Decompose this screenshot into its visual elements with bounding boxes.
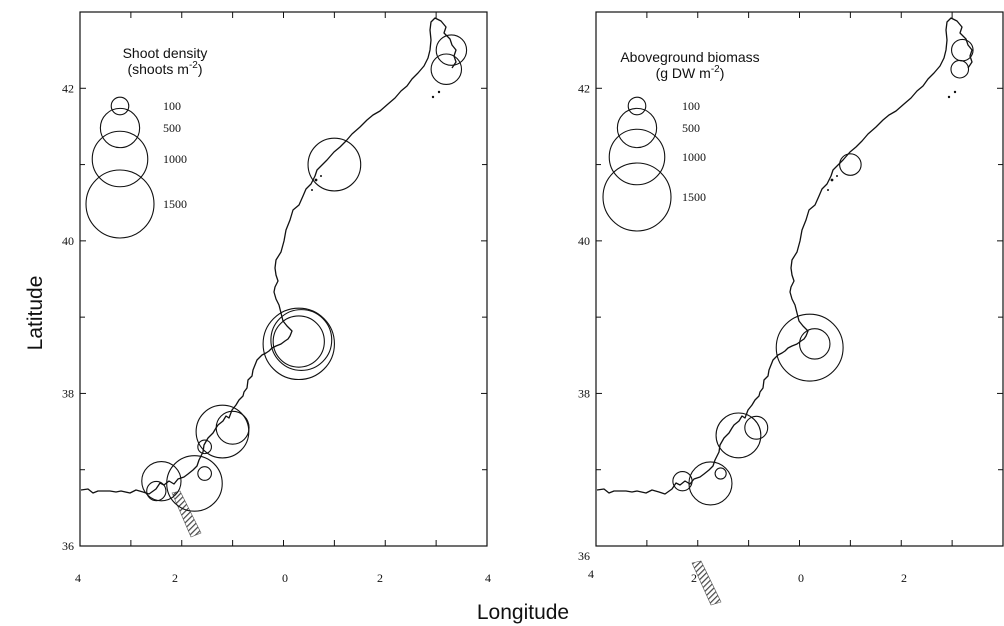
data-marker — [307, 137, 362, 192]
axis-ticks — [79, 11, 488, 547]
x-tick-label: 4 — [485, 571, 491, 585]
panel-frame — [79, 11, 488, 547]
data-marker — [714, 467, 727, 480]
legend-title-line1: Shoot density — [123, 45, 208, 61]
legend-title-sup: -2 — [189, 60, 198, 71]
x-tick-label: 2 — [691, 571, 697, 585]
data-marker — [775, 313, 844, 382]
data-marker — [839, 153, 862, 176]
data-marker — [270, 309, 333, 371]
x-axis-title: Longitude — [477, 601, 569, 624]
data-marker — [744, 415, 769, 440]
x-tick-label: 2 — [901, 571, 907, 585]
legend-marker — [616, 107, 658, 149]
coastline-islets — [827, 90, 957, 191]
data-marker — [262, 307, 335, 381]
x-tick-label: 4 — [75, 571, 81, 585]
x-tick-label: 2 — [377, 571, 383, 585]
legend-title-line1: Aboveground biomass — [620, 49, 759, 65]
legend-marker — [602, 162, 672, 232]
legend-label: 500 — [163, 121, 181, 135]
legend-title-suffix: ) — [198, 61, 203, 77]
legend: Shoot density (shoots m-2) 100 500 1000 150… — [85, 45, 208, 239]
y-tick-label: 42 — [62, 81, 74, 95]
data-marker — [672, 470, 693, 492]
data-markers — [672, 38, 974, 506]
x-tick-label: 2 — [172, 571, 178, 585]
legend-label: 1500 — [682, 190, 706, 204]
data-marker — [688, 461, 733, 506]
coastline — [596, 17, 973, 495]
y-tick-label: 38 — [578, 386, 590, 400]
data-marker — [435, 34, 468, 66]
legend-label: 1000 — [682, 150, 706, 164]
data-marker — [197, 466, 212, 481]
legend-marker — [99, 107, 141, 149]
data-marker — [166, 455, 223, 512]
data-markers — [141, 34, 468, 512]
legend-label: 500 — [682, 121, 700, 135]
data-marker — [141, 460, 182, 502]
coastline-islets — [311, 90, 441, 191]
legend-marker — [627, 96, 647, 116]
panel-frame — [595, 11, 1004, 547]
legend-title-prefix: (shoots m — [127, 61, 188, 77]
data-marker — [197, 439, 212, 455]
legend-marker — [608, 128, 666, 186]
data-marker — [799, 328, 831, 360]
data-marker — [146, 480, 167, 502]
y-tick-label: 40 — [578, 234, 590, 248]
legend-marker — [91, 130, 149, 188]
hatched-region — [171, 490, 202, 538]
legend-label: 100 — [682, 99, 700, 113]
data-marker — [950, 38, 974, 62]
legend: Aboveground biomass (g DW m-2) 100 500 100… — [602, 49, 760, 232]
y-tick-label: 38 — [62, 386, 74, 400]
legend-marker — [85, 169, 155, 239]
data-marker — [715, 412, 762, 459]
y-tick-label: 36 — [578, 549, 590, 563]
y-tick-label: 42 — [578, 81, 590, 95]
data-marker — [430, 53, 463, 85]
axis-ticks — [595, 11, 1004, 547]
y-tick-label: 36 — [62, 539, 74, 553]
legend-title-sup: -2 — [711, 64, 720, 75]
y-tick-label: 40 — [62, 234, 74, 248]
legend-title-prefix: (g DW m — [656, 65, 711, 81]
x-tick-label: 0 — [798, 571, 804, 585]
legend-title-line2: (g DW m-2) — [656, 64, 725, 81]
legend-label: 100 — [163, 99, 181, 113]
legend-title-line2: (shoots m-2) — [127, 60, 202, 77]
data-marker — [215, 410, 250, 445]
legend-label: 1500 — [163, 197, 187, 211]
data-marker — [950, 59, 970, 79]
y-axis-title: Latitude — [24, 276, 47, 351]
hatched-region — [691, 560, 722, 606]
data-marker — [272, 315, 325, 368]
coastline — [80, 17, 457, 495]
x-tick-label: 4 — [588, 567, 594, 581]
x-tick-label: 0 — [282, 571, 288, 585]
legend-title-suffix: ) — [720, 65, 725, 81]
legend-label: 1000 — [163, 152, 187, 166]
legend-marker — [110, 96, 130, 116]
